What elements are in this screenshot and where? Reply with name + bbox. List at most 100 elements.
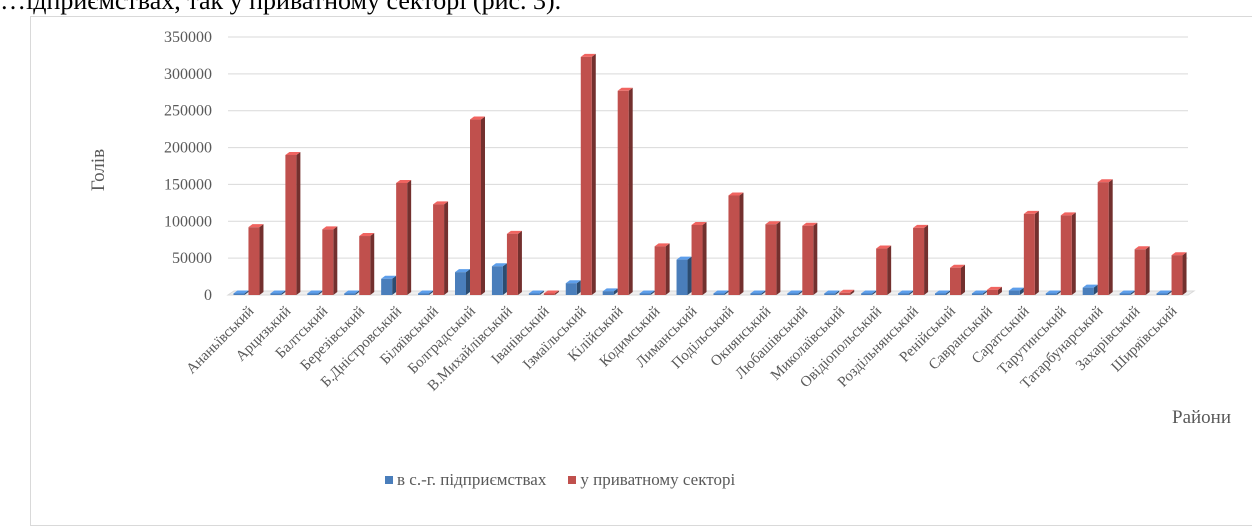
bar-side [481, 116, 485, 295]
bar-enterprises [491, 266, 503, 295]
bar-private-sector [1134, 249, 1146, 295]
bar-top [676, 256, 692, 260]
bar-top [418, 290, 434, 294]
bar-top [455, 269, 470, 273]
legend-swatch-enterprises [385, 476, 393, 484]
bar-top [935, 290, 950, 294]
bar-top [270, 290, 286, 294]
bar-top [1060, 212, 1076, 216]
bar-side [502, 263, 507, 295]
chart-legend: в с.-г. підприємствах у приватному секто… [385, 470, 735, 490]
bar-private-sector [470, 119, 481, 295]
bar-side [924, 224, 929, 295]
bar-side [370, 233, 375, 295]
page-text-fragment: …ідприємствах, так у приватному секторі … [0, 0, 562, 15]
bar-side [739, 192, 744, 295]
bar-side [281, 290, 286, 295]
bar-enterprises [787, 293, 799, 295]
bar-enterprises [1008, 290, 1020, 295]
bar-top [580, 53, 596, 57]
bar-top [1023, 210, 1039, 214]
y-tick-label: 100000 [164, 213, 212, 230]
bar-top [617, 87, 633, 91]
bar-side [909, 290, 914, 295]
bar-top [654, 243, 670, 247]
bar-side [946, 290, 950, 295]
bar-private-sector [617, 90, 629, 295]
bar-side [761, 290, 766, 295]
bar-side [429, 290, 434, 295]
bar-top [713, 290, 729, 294]
bar-private-sector [950, 267, 961, 295]
legend-item-private-sector: у приватному секторі [568, 470, 735, 490]
bar-private-sector [691, 224, 703, 295]
bar-side [850, 289, 855, 295]
bar-top [307, 290, 323, 294]
bar-private-sector [580, 56, 592, 295]
bar-side [776, 221, 781, 295]
bar-side [997, 286, 1002, 295]
bar-side [982, 290, 987, 295]
bar-enterprises [971, 293, 983, 295]
bar-private-sector [986, 289, 998, 295]
bar-private-sector [802, 225, 814, 295]
bar-side [576, 280, 581, 295]
bar-top [787, 290, 803, 294]
bar-private-sector [396, 182, 408, 295]
bar-side [613, 288, 618, 295]
bar-top [876, 245, 892, 249]
bar-top [565, 280, 581, 284]
bar-side [444, 201, 449, 295]
bar-side [466, 269, 470, 295]
bar-private-sector [433, 204, 445, 295]
bar-private-sector [248, 227, 260, 295]
bar-top [248, 224, 264, 228]
bar-private-sector [913, 227, 925, 295]
bar-private-sector [876, 248, 888, 295]
legend-swatch-private-sector [568, 476, 577, 484]
bar-top [528, 290, 544, 294]
bar-top [1008, 287, 1024, 291]
bar-side [702, 221, 707, 295]
bar-side [887, 245, 892, 295]
bar-private-sector [543, 293, 555, 295]
bar-side [318, 290, 323, 295]
bar-top [506, 230, 522, 234]
bar-top [913, 224, 929, 228]
bar-top [824, 290, 840, 294]
bar-side [1130, 290, 1135, 295]
bar-top [344, 290, 360, 294]
bar-enterprises [1045, 293, 1057, 295]
bar-side [554, 290, 559, 295]
bar-top [359, 233, 375, 237]
bar-enterprises [602, 291, 614, 295]
bar-side [1167, 290, 1172, 295]
bar-private-sector [506, 233, 518, 295]
bar-side [1182, 252, 1187, 295]
bar-enterprises [455, 272, 466, 295]
bar-top [802, 222, 818, 226]
legend-label-private-sector: у приватному секторі [580, 470, 736, 489]
bar-private-sector [765, 224, 777, 295]
bar-side [539, 290, 544, 295]
bar-top [285, 151, 301, 155]
bar-top [1119, 290, 1135, 294]
bar-side [1034, 210, 1039, 295]
bar-side [355, 290, 360, 295]
bar-side [628, 87, 633, 295]
bar-top [986, 286, 1002, 290]
bar-side [835, 290, 840, 295]
bar-side [1145, 246, 1150, 295]
bar-side [813, 222, 818, 295]
bar-enterprises [344, 293, 356, 295]
bar-side [244, 290, 249, 295]
bar-side [1019, 287, 1024, 295]
bar-private-sector [654, 246, 666, 295]
bar-side [872, 290, 877, 295]
bar-top [1134, 246, 1150, 250]
bar-side [407, 179, 412, 295]
bar-top [602, 288, 618, 292]
bar-side [392, 275, 397, 295]
bar-top [491, 263, 507, 267]
bar-top [861, 290, 877, 294]
